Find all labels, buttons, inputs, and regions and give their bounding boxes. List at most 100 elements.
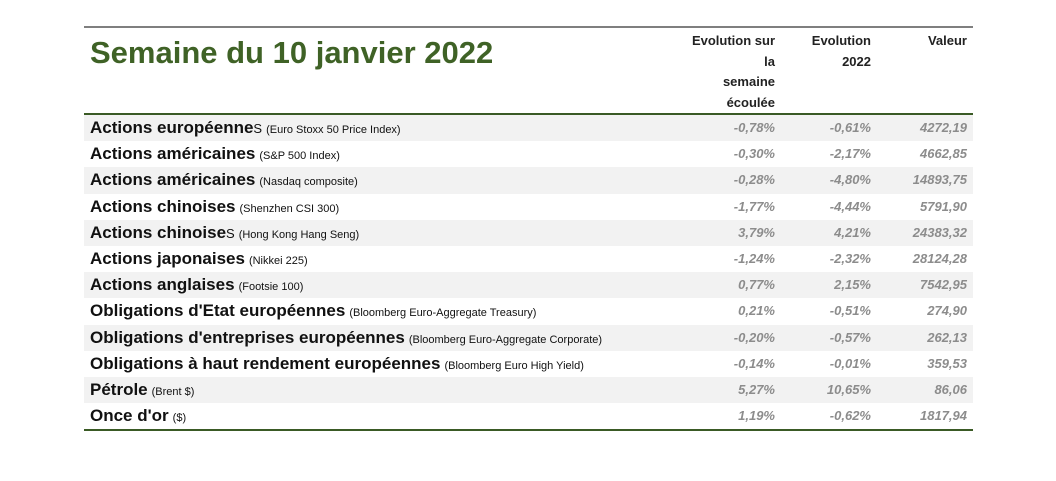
header-year-change: Evolution 2022 xyxy=(781,31,871,72)
instrument-name: Obligations d'Etat européennes xyxy=(90,301,346,321)
instrument-source: (Shenzhen CSI 300) xyxy=(239,202,340,215)
header-week-line: la xyxy=(764,53,775,69)
year-change-cell: -0,51% xyxy=(829,303,871,319)
table-row: Actions chinoise s (Hong Kong Hang Seng) 3,… xyxy=(84,219,973,246)
table-row: Pétrole (Brent $) 5,27% 10,65% 86,06 xyxy=(84,376,973,404)
value-cell: 5791,90 xyxy=(920,198,967,214)
header-year-line: Evolution xyxy=(811,33,871,48)
table-header: Semaine du 10 janvier 2022 Evolution sur… xyxy=(84,28,973,115)
year-change-cell: -0,61% xyxy=(829,120,871,135)
week-change-cell: 5,27% xyxy=(738,381,775,397)
year-change-cell: 10,65% xyxy=(826,381,871,397)
row-label: Pétrole (Brent $) xyxy=(90,377,194,403)
instrument-source: (Footsie 100) xyxy=(238,281,304,294)
page-title: Semaine du 10 janvier 2022 xyxy=(90,35,494,70)
instrument-name: Actions européenne xyxy=(90,118,254,137)
market-table: Semaine du 10 janvier 2022 Evolution sur… xyxy=(84,26,973,432)
table-row: Actions américaines (S&P 500 Index) -0,30%… xyxy=(84,141,973,167)
week-change-cell: -1,24% xyxy=(733,250,775,266)
value-cell: 86,06 xyxy=(934,381,967,397)
row-label: Actions américaines (S&P 500 Index) xyxy=(90,141,340,167)
row-label: Actions japonaises (Nikkei 225) xyxy=(90,246,308,272)
instrument-name: Actions américaines xyxy=(90,144,256,164)
year-change-cell: -2,17% xyxy=(829,146,871,162)
row-label: Obligations à haut rendement européennes… xyxy=(90,351,584,377)
year-change-cell: -2,32% xyxy=(829,250,871,266)
instrument-source: (Bloomberg Euro-Aggregate Corporate) xyxy=(408,333,603,346)
header-week-line: semaine xyxy=(722,74,775,89)
instrument-source: (Euro Stoxx 50 Price Index) xyxy=(266,124,401,136)
week-change-cell: -0,14% xyxy=(733,355,775,371)
table-row: Actions chinoises (Shenzhen CSI 300) -1,77… xyxy=(84,194,973,220)
week-change-cell: 1,19% xyxy=(738,408,775,424)
instrument-source: (Nikkei 225) xyxy=(248,254,308,267)
value-cell: 14893,75 xyxy=(912,172,967,188)
value-cell: 28124,28 xyxy=(912,250,967,266)
instrument-name: Obligations à haut rendement européennes xyxy=(90,353,441,373)
value-cell: 359,53 xyxy=(927,355,967,371)
week-change-cell: 3,79% xyxy=(738,224,775,240)
instrument-name: Pétrole xyxy=(90,379,148,399)
week-change-cell: 0,21% xyxy=(738,303,775,319)
value-cell: 262,13 xyxy=(927,329,967,345)
row-label: Actions chinoises (Shenzhen CSI 300) xyxy=(90,194,339,220)
table-row: Actions japonaises (Nikkei 225) -1,24% -2,3… xyxy=(84,246,973,272)
instrument-name-tail: s xyxy=(226,225,235,241)
year-change-cell: -0,01% xyxy=(829,355,871,371)
value-cell: 274,90 xyxy=(927,303,967,319)
week-change-cell: -0,28% xyxy=(733,172,775,188)
header-week-change: Evolution sur la semaine écoulée xyxy=(665,31,775,113)
instrument-name-tail: s xyxy=(253,121,263,136)
instrument-source: (S&P 500 Index) xyxy=(259,150,340,163)
table-row: Obligations d'Etat européennes (Bloomberg… xyxy=(84,298,973,324)
week-change-cell: -1,77% xyxy=(733,198,775,214)
value-cell: 1817,94 xyxy=(920,408,967,424)
week-change-cell: -0,78% xyxy=(733,120,775,135)
instrument-name: Actions japonaises xyxy=(90,248,245,268)
header-week-line: Evolution sur xyxy=(691,33,775,48)
row-label: Obligations d'entreprises européennes (Bl… xyxy=(90,325,602,351)
table-row: Once d'or ($) 1,19% -0,62% 1817,94 xyxy=(84,403,973,429)
instrument-name: Actions américaines xyxy=(90,170,256,190)
instrument-name: Actions chinoises xyxy=(90,196,236,216)
row-label: Obligations d'Etat européennes (Bloomberg… xyxy=(90,298,536,324)
row-label: Actions américaines (Nasdaq composite) xyxy=(90,167,358,193)
instrument-source: (Bloomberg Euro-Aggregate Treasury) xyxy=(349,307,537,320)
row-label: Actions anglaises (Footsie 100) xyxy=(90,272,303,298)
instrument-source: (Nasdaq composite) xyxy=(259,176,358,189)
row-label: Once d'or ($) xyxy=(90,403,186,429)
week-change-cell: -0,20% xyxy=(733,329,775,345)
header-year-line: 2022 xyxy=(842,53,871,69)
header-value-line: Valeur xyxy=(927,33,967,48)
value-cell: 7542,95 xyxy=(920,277,967,293)
year-change-cell: 2,15% xyxy=(834,277,871,293)
year-change-cell: -4,80% xyxy=(829,172,871,188)
header-value: Valeur xyxy=(877,31,967,52)
year-change-cell: -0,62% xyxy=(829,408,871,424)
table-row: Actions américaines (Nasdaq composite) -0,… xyxy=(84,167,973,194)
table-row: Obligations à haut rendement européennes… xyxy=(84,351,973,377)
year-change-cell: 4,21% xyxy=(834,224,871,240)
instrument-name: Actions anglaises xyxy=(90,275,235,295)
instrument-name: Once d'or xyxy=(90,406,169,426)
year-change-cell: -4,44% xyxy=(829,198,871,214)
top-rule xyxy=(84,26,973,28)
row-label: Actions européenne s (Euro Stoxx 50 Price … xyxy=(90,115,401,141)
value-cell: 24383,32 xyxy=(912,224,967,240)
value-cell: 4272,19 xyxy=(920,120,967,135)
table-row: Actions anglaises (Footsie 100) 0,77% 2,15%… xyxy=(84,272,973,299)
instrument-name: Obligations d'entreprises européennes xyxy=(90,327,405,347)
instrument-name: Actions chinoise xyxy=(90,222,227,242)
table-row: Obligations d'entreprises européennes (Bl… xyxy=(84,324,973,351)
instrument-source: (Hong Kong Hang Seng) xyxy=(238,228,360,241)
instrument-source: ($) xyxy=(172,412,187,425)
header-week-line: écoulée xyxy=(726,94,775,110)
week-change-cell: -0,30% xyxy=(733,146,775,162)
instrument-source: (Brent $) xyxy=(151,385,195,398)
value-cell: 4662,85 xyxy=(920,146,967,162)
row-label: Actions chinoise s (Hong Kong Hang Seng) xyxy=(90,220,359,246)
week-change-cell: 0,77% xyxy=(738,277,775,293)
table-body: Actions européenne s (Euro Stoxx 50 Price … xyxy=(84,115,973,432)
year-change-cell: -0,57% xyxy=(829,329,871,345)
instrument-source: (Bloomberg Euro High Yield) xyxy=(444,359,584,372)
